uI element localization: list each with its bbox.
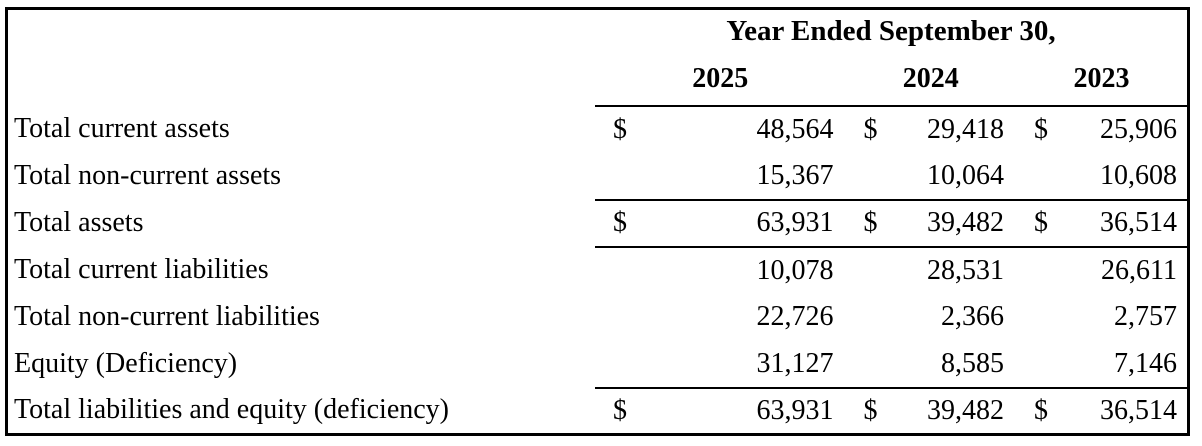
row-label: Equity (Deficiency) bbox=[14, 348, 238, 379]
currency-symbol: $ bbox=[594, 198, 646, 248]
currency-symbol bbox=[846, 153, 896, 200]
amount-2024: 10,064 bbox=[926, 159, 1004, 191]
row-label: Total assets bbox=[14, 207, 144, 238]
balance-sheet-summary-table: Year Ended September 30, 2025 2024 2023 … bbox=[5, 7, 1190, 436]
currency-symbol bbox=[846, 247, 896, 294]
currency-symbol bbox=[595, 153, 645, 200]
table-row-total-current-liabilities: Total current liabilities 10,078 28,531 … bbox=[7, 247, 1189, 294]
amount-2024: 39,482 bbox=[895, 386, 1016, 435]
amount-2025: 22,726 bbox=[756, 301, 834, 332]
currency-symbol bbox=[595, 341, 645, 388]
currency-symbol: $ bbox=[612, 113, 627, 145]
amount-2025: 10,078 bbox=[756, 254, 834, 286]
table-row-equity-deficiency: Equity (Deficiency) 31,127 8,585 7,146 bbox=[7, 341, 1189, 388]
table-row-total-liabilities-and-equity: Total liabilities and equity (deficiency… bbox=[7, 386, 1189, 435]
table-title: Year Ended September 30, bbox=[726, 15, 1056, 48]
amount-2024: 8,585 bbox=[940, 347, 1004, 379]
amount-2023: 7,146 bbox=[1114, 347, 1177, 379]
currency-symbol: $ bbox=[845, 386, 896, 435]
header-spacer-cell bbox=[7, 9, 595, 54]
table-row-total-non-current-liabilities: Total non-current liabilities 22,726 2,3… bbox=[7, 294, 1189, 341]
currency-symbol bbox=[1016, 247, 1066, 294]
amount-2025: 15,367 bbox=[756, 159, 834, 191]
header-title-row: Year Ended September 30, bbox=[7, 9, 1189, 54]
currency-symbol: $ bbox=[1015, 386, 1067, 435]
row-label: Total current liabilities bbox=[14, 254, 269, 285]
amount-2023: 2,757 bbox=[1114, 301, 1177, 332]
amount-2024: 29,418 bbox=[926, 113, 1004, 145]
amount-2025: 48,564 bbox=[756, 113, 834, 145]
currency-symbol bbox=[1016, 153, 1066, 200]
row-label: Total current assets bbox=[14, 113, 230, 144]
table-row-total-assets: Total assets $ 63,931 $ 39,482 $ 36,514 bbox=[7, 198, 1189, 248]
currency-symbol bbox=[1016, 294, 1066, 341]
column-header-year-2024: 2024 bbox=[845, 53, 1016, 107]
currency-symbol: $ bbox=[863, 113, 878, 145]
currency-symbol: $ bbox=[845, 198, 896, 248]
currency-symbol bbox=[595, 294, 645, 341]
amount-2023: 10,608 bbox=[1100, 159, 1177, 191]
amount-2024: 28,531 bbox=[926, 254, 1004, 286]
amount-2025: 63,931 bbox=[645, 386, 846, 435]
amount-2023: 36,514 bbox=[1066, 386, 1189, 435]
amount-2025: 63,931 bbox=[645, 198, 846, 248]
header-years-row: 2025 2024 2023 bbox=[7, 53, 1189, 107]
currency-symbol: $ bbox=[594, 386, 646, 435]
currency-symbol bbox=[1016, 341, 1066, 388]
column-header-year-2023: 2023 bbox=[1015, 53, 1189, 107]
currency-symbol bbox=[595, 247, 645, 294]
amount-2024: 2,366 bbox=[940, 301, 1004, 332]
currency-symbol: $ bbox=[1033, 113, 1048, 145]
currency-symbol bbox=[846, 341, 896, 388]
amount-2023: 25,906 bbox=[1100, 113, 1177, 145]
amount-2023: 26,611 bbox=[1101, 254, 1177, 286]
header-spacer-cell bbox=[7, 54, 595, 106]
currency-symbol bbox=[846, 294, 896, 341]
currency-symbol: $ bbox=[1015, 198, 1067, 248]
column-header-year-2025: 2025 bbox=[594, 53, 846, 107]
amount-2023: 36,514 bbox=[1066, 198, 1189, 248]
row-label: Total liabilities and equity (deficiency… bbox=[14, 394, 449, 426]
row-label: Total non-current assets bbox=[14, 160, 282, 191]
row-label: Total non-current liabilities bbox=[14, 301, 320, 332]
amount-2025: 31,127 bbox=[756, 347, 834, 379]
table-row-total-current-assets: Total current assets $ 48,564 $ 29,418 $… bbox=[7, 106, 1189, 153]
table-row-total-non-current-assets: Total non-current assets 15,367 10,064 1… bbox=[7, 153, 1189, 200]
amount-2024: 39,482 bbox=[895, 198, 1016, 248]
